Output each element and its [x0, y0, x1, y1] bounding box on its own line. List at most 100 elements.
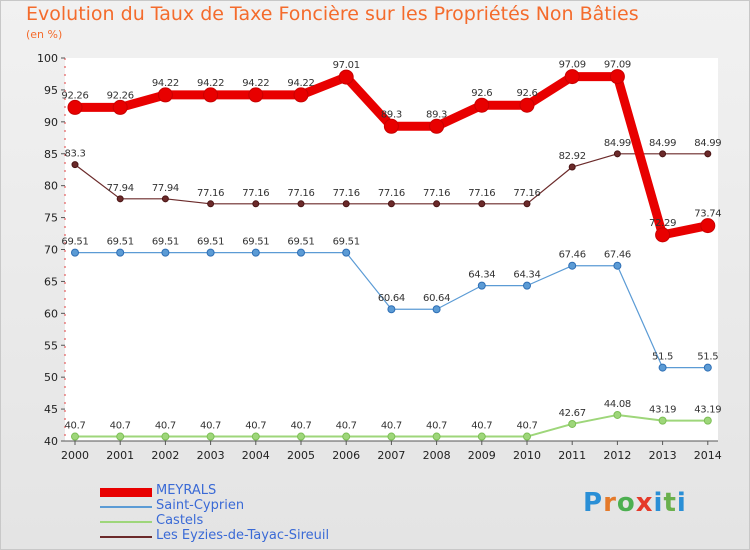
data-label: 69.51: [107, 237, 134, 248]
data-label: 69.51: [152, 237, 179, 248]
data-point: [655, 227, 671, 243]
data-label: 97.01: [333, 60, 360, 71]
data-label: 42.67: [559, 408, 586, 419]
x-tick-label: 2008: [423, 449, 451, 462]
data-label: 60.64: [378, 293, 405, 304]
data-point: [161, 432, 170, 441]
data-label: 64.34: [513, 270, 540, 281]
data-label: 77.94: [107, 183, 134, 194]
y-tick-label: 85: [44, 148, 58, 161]
data-point: [568, 261, 577, 270]
data-label: 97.09: [604, 60, 631, 71]
data-point: [338, 69, 354, 85]
data-point: [700, 218, 716, 234]
x-tick-label: 2005: [287, 449, 315, 462]
legend-label: MEYRALS: [156, 483, 217, 498]
chart-title: Evolution du Taux de Taxe Foncière sur l…: [26, 3, 639, 25]
legend-label: Les Eyzies-de-Tayac-Sireuil: [156, 528, 330, 543]
data-point: [297, 200, 305, 208]
data-point: [248, 87, 264, 103]
data-point: [523, 281, 531, 290]
data-label: 40.7: [516, 421, 537, 432]
series-meyrals: [67, 69, 716, 243]
x-tick-label: 2012: [603, 449, 631, 462]
data-point: [206, 432, 215, 441]
brand-letter: i: [676, 488, 687, 518]
data-point: [161, 248, 170, 257]
data-label: 82.92: [559, 151, 586, 162]
data-label: 40.7: [155, 421, 176, 432]
data-label: 94.22: [287, 78, 314, 89]
data-point: [251, 432, 260, 441]
data-label: 40.7: [200, 421, 221, 432]
x-tick-label: 2001: [106, 449, 134, 462]
data-label: 77.16: [197, 188, 224, 199]
data-point: [568, 163, 576, 171]
data-label: 77.16: [242, 188, 269, 199]
y-tick-label: 75: [44, 212, 58, 225]
data-label: 84.99: [604, 138, 631, 149]
x-tick-label: 2000: [61, 449, 89, 462]
y-tick-label: 100: [37, 52, 58, 65]
y-tick-label: 40: [44, 435, 58, 448]
data-point: [432, 432, 441, 441]
data-label: 72.29: [649, 218, 676, 229]
data-point: [613, 261, 622, 270]
data-label: 77.16: [468, 188, 495, 199]
data-point: [71, 161, 79, 169]
data-point: [474, 97, 490, 113]
brand-letter: P: [583, 488, 604, 518]
data-point: [704, 150, 712, 158]
data-point: [342, 248, 351, 257]
data-point: [703, 416, 712, 425]
data-label: 43.19: [694, 405, 721, 416]
legend-swatch: [100, 506, 152, 508]
data-label: 64.34: [468, 270, 495, 281]
data-label: 94.22: [242, 78, 269, 89]
x-tick-label: 2006: [332, 449, 360, 462]
data-label: 94.22: [152, 78, 179, 89]
data-point: [523, 200, 531, 208]
data-point: [519, 97, 535, 113]
x-tick-label: 2002: [151, 449, 179, 462]
data-point: [297, 248, 305, 257]
data-label: 69.51: [333, 237, 360, 248]
y-tick-label: 65: [44, 275, 58, 288]
data-label: 67.46: [604, 250, 631, 261]
y-tick-label: 70: [44, 244, 58, 257]
data-label: 89.3: [426, 109, 447, 120]
data-point: [116, 195, 124, 203]
legend-label: Saint-Cyprien: [156, 498, 245, 513]
brand-letter: i: [653, 488, 664, 518]
y-tick-label: 50: [44, 371, 58, 384]
data-point: [297, 432, 305, 441]
data-point: [116, 248, 125, 257]
legend-label: Castels: [156, 513, 204, 528]
data-label: 97.09: [559, 60, 586, 71]
legend-swatch: [100, 521, 152, 523]
legend-swatch: [100, 487, 152, 497]
data-label: 92.26: [107, 90, 134, 101]
data-point: [477, 281, 486, 290]
data-label: 84.99: [649, 138, 676, 149]
x-tick-label: 2013: [649, 449, 677, 462]
data-label: 40.7: [471, 421, 492, 432]
data-point: [342, 200, 350, 208]
y-tick-label: 60: [44, 307, 58, 320]
data-point: [293, 87, 309, 103]
data-label: 83.3: [64, 149, 85, 160]
data-point: [609, 69, 625, 85]
data-label: 73.74: [694, 209, 721, 220]
data-point: [112, 99, 128, 115]
data-label: 77.16: [287, 188, 314, 199]
data-label: 69.51: [197, 237, 224, 248]
data-label: 40.7: [381, 421, 402, 432]
data-point: [387, 432, 396, 441]
x-tick-label: 2014: [694, 449, 722, 462]
data-point: [252, 200, 260, 208]
data-point: [387, 305, 396, 314]
data-point: [383, 118, 399, 134]
data-point: [658, 363, 667, 372]
data-point: [71, 432, 79, 441]
